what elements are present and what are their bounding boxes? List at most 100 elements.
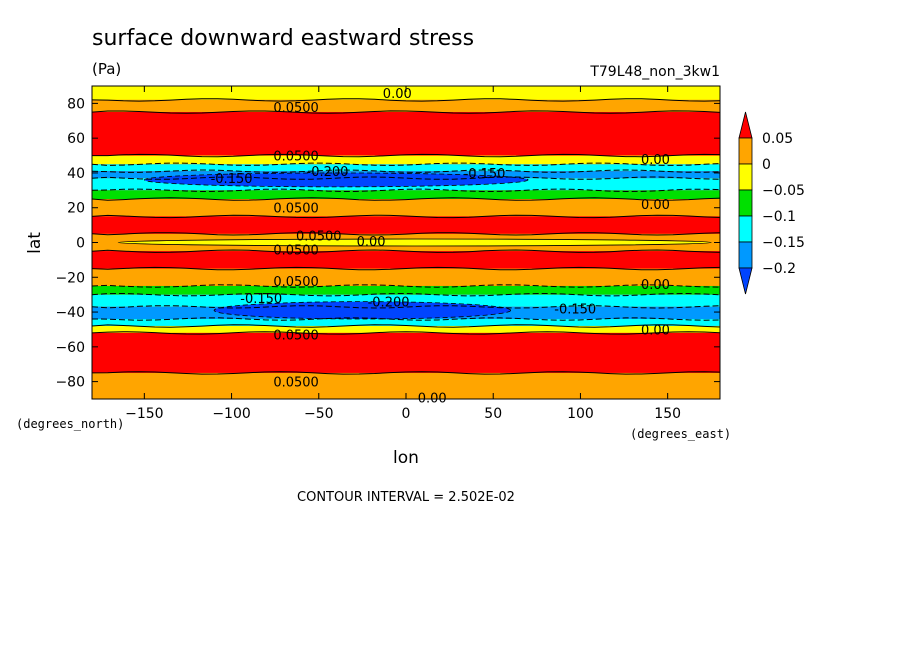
field-band [92, 216, 720, 234]
colorbar-top-arrow [738, 111, 753, 139]
contour-label: 0.00 [383, 87, 412, 102]
stress-field [92, 86, 720, 399]
colorbar-swatch [738, 137, 753, 165]
contour-line [91, 98, 721, 102]
contour-line [91, 249, 721, 253]
colorbar-swatch [738, 163, 753, 191]
contour-label: -0.150 [211, 172, 253, 187]
field-band [92, 112, 720, 156]
contour-label: 0.0500 [273, 329, 319, 344]
contour-line [91, 331, 721, 335]
contour-line [91, 317, 721, 321]
contour-line [91, 324, 721, 328]
y-tick-label: 60 [67, 131, 85, 147]
contour-line [91, 284, 721, 288]
x-tick-label: 0 [402, 406, 411, 422]
contour-label: 0.00 [641, 198, 670, 213]
contour-label: 0.0500 [296, 230, 342, 245]
contour-label: -0.200 [368, 296, 410, 311]
field-band [92, 190, 720, 200]
y-axis-ticks: −80 −60 −40 −20 0 20 40 60 80 [55, 96, 720, 391]
field-core [143, 172, 529, 188]
field-band [92, 294, 720, 307]
colorbar-label: −0.2 [762, 261, 796, 277]
colorbar-bottom-arrow [738, 267, 753, 295]
contour-line [91, 371, 721, 375]
contour-lines [91, 98, 721, 375]
y-tick-label: −80 [55, 375, 85, 391]
y-tick-label: 80 [67, 96, 85, 112]
contour-label: 0.0500 [273, 275, 319, 290]
contour-label: -0.150 [554, 303, 596, 318]
contour-line [92, 153, 721, 158]
colorbar-label: −0.1 [762, 209, 796, 225]
contour-label: -0.150 [240, 292, 282, 307]
y-tick-label: 20 [67, 201, 85, 217]
field-band [92, 99, 720, 113]
contour-line [91, 169, 721, 173]
contour-label: -0.150 [464, 167, 506, 182]
field-band [92, 86, 720, 100]
chart-title: surface downward eastward stress [92, 26, 474, 51]
y-tick-label: −20 [55, 270, 85, 286]
contour-line [91, 232, 721, 236]
x-tick-label: −100 [212, 406, 250, 422]
contour-label: 0.0500 [273, 101, 319, 116]
contour-label: 0.00 [641, 153, 670, 168]
field-band [92, 325, 720, 333]
field-band [92, 285, 720, 295]
y-tick-label: 0 [76, 236, 85, 252]
colorbar-swatch [738, 241, 753, 269]
field-band [92, 199, 720, 217]
contour-line [91, 305, 721, 309]
colorbar-label: −0.05 [762, 183, 805, 199]
field-band [92, 164, 720, 172]
contour-label: 0.0500 [273, 150, 319, 165]
y-tick-label: 40 [67, 166, 85, 182]
contour-line [91, 110, 721, 114]
colorbar: 0.05 0 −0.05 −0.1 −0.15 −0.2 [738, 111, 805, 295]
x-tick-label: 50 [484, 406, 502, 422]
contour-line [91, 292, 721, 297]
x-tick-label: 100 [567, 406, 594, 422]
colorbar-swatch [738, 215, 753, 243]
field-band [92, 251, 720, 269]
contour-label: 0.00 [357, 235, 386, 250]
field-band [92, 319, 720, 326]
contour-line [91, 188, 721, 193]
y-tick-label: −60 [55, 340, 85, 356]
x-axis-ticks: −150 −100 −50 0 50 100 150 [125, 86, 681, 422]
y-axis-label: lat [25, 232, 45, 254]
contour-line [91, 266, 721, 271]
contour-line [91, 197, 721, 201]
contour-label: 0.0500 [273, 243, 319, 258]
x-unit-label: (degrees_east) [630, 427, 731, 441]
contour-line [91, 162, 721, 166]
units-label: (Pa) [92, 60, 121, 78]
field-band [92, 332, 720, 373]
contour-label: 0.00 [641, 323, 670, 338]
y-tick-label: −40 [55, 305, 85, 321]
y-unit-label: (degrees_north) [16, 417, 124, 431]
contour-label: -0.200 [307, 165, 349, 180]
contour-line [91, 176, 721, 180]
field-band [92, 155, 720, 165]
contour-label: 0.0500 [273, 376, 319, 391]
colorbar-swatch [738, 189, 753, 217]
x-tick-label: −50 [304, 406, 334, 422]
colorbar-label: −0.15 [762, 235, 805, 251]
contour-label: 0.0500 [273, 202, 319, 217]
field-band [92, 268, 720, 286]
x-axis-label: lon [393, 448, 419, 468]
run-label: T79L48_non_3kw1 [589, 64, 720, 80]
contour-interval: CONTOUR INTERVAL = 2.502E-02 [297, 490, 515, 505]
x-tick-label: 150 [654, 406, 681, 422]
contour-line [91, 214, 721, 219]
field-core [117, 238, 712, 247]
colorbar-label: 0.05 [762, 131, 793, 147]
contour-label: 0.00 [641, 278, 670, 293]
x-tick-label: −150 [125, 406, 163, 422]
colorbar-label: 0 [762, 157, 771, 173]
